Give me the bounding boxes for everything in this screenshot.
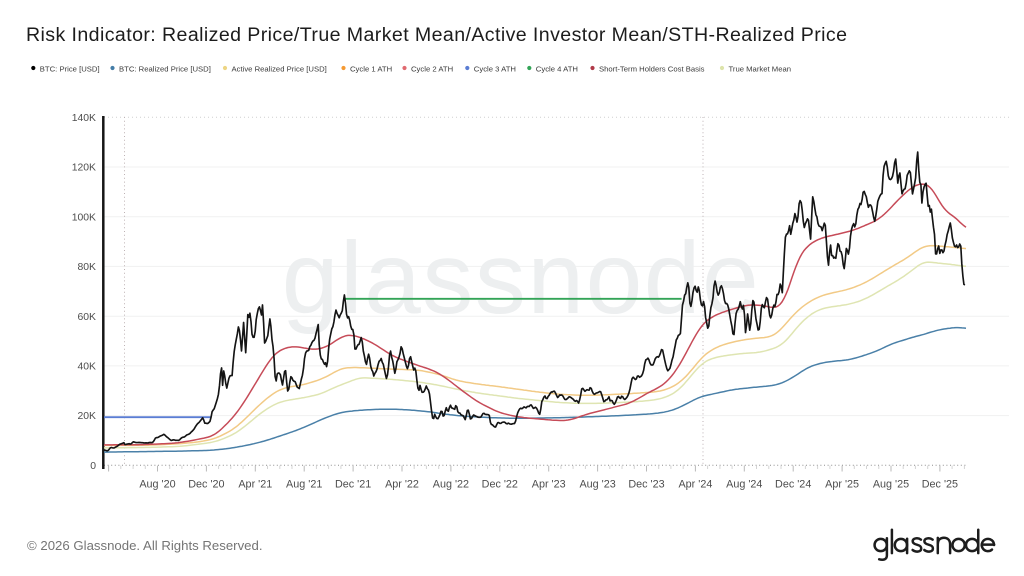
svg-text:Aug '23: Aug '23: [579, 479, 615, 491]
svg-text:© 2026 Glassnode. All Rights R: © 2026 Glassnode. All Rights Reserved.: [27, 538, 263, 553]
svg-text:Apr '23: Apr '23: [532, 479, 566, 491]
svg-text:Dec '25: Dec '25: [922, 479, 958, 491]
svg-text:Apr '22: Apr '22: [385, 479, 419, 491]
svg-text:Aug '25: Aug '25: [873, 479, 909, 491]
svg-text:Aug '22: Aug '22: [433, 479, 469, 491]
svg-text:40K: 40K: [78, 362, 97, 373]
svg-text:120K: 120K: [72, 163, 96, 174]
svg-text:Aug '20: Aug '20: [139, 479, 175, 491]
svg-text:True Market Mean: True Market Mean: [729, 64, 792, 73]
svg-text:20K: 20K: [78, 411, 97, 422]
svg-text:100K: 100K: [72, 212, 96, 223]
svg-text:Dec '23: Dec '23: [628, 479, 664, 491]
svg-text:Risk Indicator: Realized Price: Risk Indicator: Realized Price/True Mark…: [26, 24, 847, 46]
svg-text:Apr '25: Apr '25: [825, 479, 859, 491]
svg-text:Cycle 1 ATH: Cycle 1 ATH: [350, 64, 392, 73]
svg-text:Aug '24: Aug '24: [726, 479, 762, 491]
svg-text:Aug '21: Aug '21: [286, 479, 322, 491]
svg-text:glassnode: glassnode: [282, 221, 761, 335]
svg-text:Cycle 3 ATH: Cycle 3 ATH: [474, 64, 516, 73]
svg-text:Short-Term Holders Cost Basis: Short-Term Holders Cost Basis: [599, 64, 705, 73]
svg-text:Dec '21: Dec '21: [335, 479, 371, 491]
svg-text:Apr '24: Apr '24: [678, 479, 712, 491]
svg-text:Dec '24: Dec '24: [775, 479, 811, 491]
svg-text:Cycle 4 ATH: Cycle 4 ATH: [536, 64, 578, 73]
svg-text:Dec '22: Dec '22: [482, 479, 518, 491]
svg-text:Dec '20: Dec '20: [188, 479, 224, 491]
svg-text:Cycle 2 ATH: Cycle 2 ATH: [411, 64, 453, 73]
svg-text:140K: 140K: [72, 113, 96, 124]
svg-text:80K: 80K: [78, 262, 97, 273]
svg-text:0: 0: [90, 461, 96, 472]
svg-text:BTC: Price [USD]: BTC: Price [USD]: [40, 64, 100, 73]
svg-text:Apr '21: Apr '21: [238, 479, 272, 491]
svg-text:Active Realized Price [USD]: Active Realized Price [USD]: [232, 64, 327, 73]
svg-text:60K: 60K: [78, 312, 97, 323]
svg-text:BTC: Realized Price [USD]: BTC: Realized Price [USD]: [119, 64, 211, 73]
